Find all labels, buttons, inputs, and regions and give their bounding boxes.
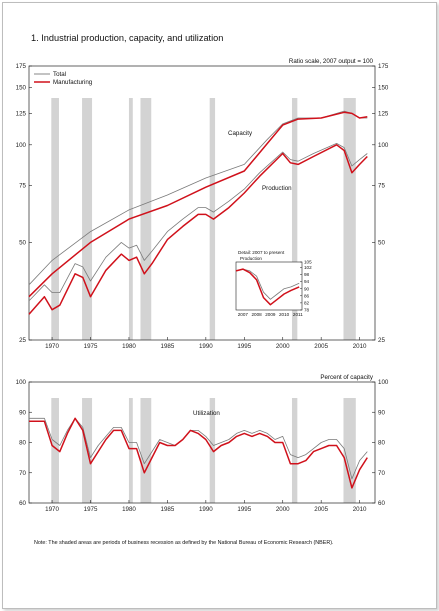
- x-tick-label: 2005: [314, 343, 328, 350]
- y-tick-label-left: 80: [19, 440, 26, 447]
- inset-x-tick-label: 2008: [252, 312, 263, 317]
- inset-y-tick-label: 102: [304, 265, 312, 270]
- y-tick-label-left: 175: [16, 63, 27, 70]
- x-tick-label: 1980: [122, 506, 136, 513]
- plot-frame: [28, 65, 376, 341]
- x-tick-label: 2005: [314, 506, 328, 513]
- annotation-capacity: Capacity: [228, 130, 253, 137]
- y-tick-label-right: 70: [378, 470, 385, 477]
- inset-y-tick-label: 86: [304, 293, 310, 298]
- recession-band: [140, 98, 152, 340]
- utilization-note: Percent of capacity: [320, 374, 374, 381]
- recession-band: [291, 398, 298, 503]
- annotation-production: Production: [262, 185, 292, 192]
- y-tick-label-right: 100: [378, 142, 389, 149]
- legend-label-total: Total: [53, 71, 66, 78]
- inset-x-tick-label: 2011: [293, 312, 303, 317]
- y-tick-label-right: 25: [378, 337, 385, 344]
- x-tick-label: 1975: [84, 343, 98, 350]
- plot-frame: [28, 381, 376, 504]
- y-tick-label-left: 50: [19, 239, 26, 246]
- y-tick-label-left: 75: [19, 182, 26, 189]
- x-tick-label: 1995: [237, 506, 251, 513]
- x-tick-label: 1990: [199, 343, 213, 350]
- recession-band: [291, 98, 298, 340]
- y-tick-label-right: 60: [378, 500, 385, 507]
- x-tick-label: 1980: [122, 343, 136, 350]
- y-tick-label-left: 70: [19, 470, 26, 477]
- inset-y-tick-label: 78: [304, 308, 310, 313]
- x-tick-label: 2010: [353, 506, 367, 513]
- page-title: 1. Industrial production, capacity, and …: [31, 33, 224, 43]
- x-tick-label: 2000: [276, 506, 290, 513]
- y-tick-label-right: 100: [378, 379, 389, 386]
- inset-series-line-manufacturing: [235, 268, 300, 306]
- x-tick-label: 1975: [84, 506, 98, 513]
- inset-y-tick-label: 94: [304, 279, 310, 284]
- y-tick-label-right: 90: [378, 409, 385, 416]
- x-tick-label: 1970: [45, 506, 59, 513]
- x-tick-label: 1985: [161, 343, 175, 350]
- y-tick-label-left: 25: [19, 337, 26, 344]
- y-tick-label-left: 60: [19, 500, 26, 507]
- y-tick-label-left: 125: [16, 110, 27, 117]
- inset-x-tick-label: 2007: [238, 312, 249, 317]
- recession-band: [343, 98, 356, 340]
- utilization-line-manufacturing: [29, 417, 368, 489]
- y-tick-label-right: 125: [378, 110, 389, 117]
- x-tick-label: 1995: [237, 343, 251, 350]
- y-tick-label-left: 100: [16, 142, 27, 149]
- y-tick-label-left: 150: [16, 85, 27, 92]
- recession-band: [140, 398, 152, 503]
- inset-x-tick-label: 2009: [265, 312, 276, 317]
- utilization-line-total: [29, 417, 368, 480]
- inset-y-tick-label: 82: [304, 300, 310, 305]
- y-tick-label-left: 100: [16, 379, 27, 386]
- recession-band: [51, 98, 59, 340]
- x-tick-label: 2010: [353, 343, 367, 350]
- inset-y-tick-label: 105: [304, 260, 312, 265]
- recession-band: [82, 98, 93, 340]
- inset-annotation-production: Production: [240, 256, 262, 261]
- x-tick-label: 1985: [161, 506, 175, 513]
- y-tick-label-right: 150: [378, 85, 389, 92]
- y-tick-label-left: 90: [19, 409, 26, 416]
- y-tick-label-right: 175: [378, 63, 389, 70]
- series-line-capacity-manufacturing: [28, 111, 368, 298]
- annotation-utilization: Utilization: [193, 410, 220, 417]
- series-line-capacity-total: [28, 110, 368, 286]
- y-tick-label-right: 50: [378, 239, 385, 246]
- x-tick-label: 2000: [276, 343, 290, 350]
- x-tick-label: 1970: [45, 343, 59, 350]
- y-tick-label-right: 80: [378, 440, 385, 447]
- recession-band: [51, 398, 59, 503]
- inset-y-tick-label: 90: [304, 286, 310, 291]
- footnote: Note: The shaded areas are periods of bu…: [34, 540, 334, 546]
- recession-band: [128, 398, 133, 503]
- inset-subtitle: Detail: 2007 to present: [238, 250, 285, 255]
- scale-note: Ratio scale, 2007 output = 100: [289, 58, 374, 65]
- series-line-production-total: [28, 143, 368, 302]
- inset-x-tick-label: 2010: [279, 312, 290, 317]
- legend-label-manufacturing: Manufacturing: [53, 79, 93, 86]
- recession-band: [343, 398, 356, 503]
- series-line-production-manufacturing: [28, 144, 368, 315]
- inset-y-tick-label: 98: [304, 272, 310, 277]
- x-tick-label: 1990: [199, 506, 213, 513]
- inset-series-line-total: [235, 268, 300, 300]
- y-tick-label-right: 75: [378, 182, 385, 189]
